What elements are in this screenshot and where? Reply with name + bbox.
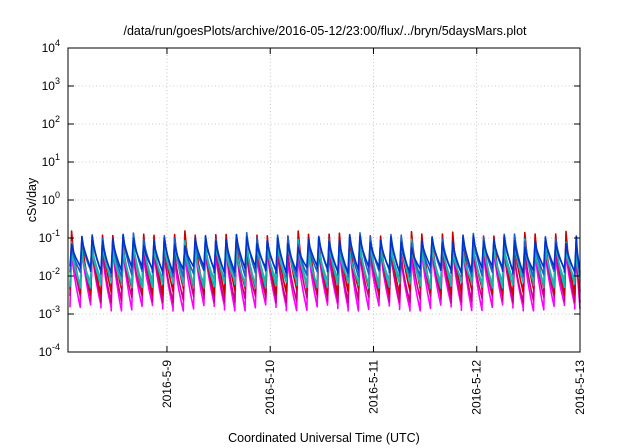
series-line: [69, 240, 581, 287]
y-tick-labels: 10-4 10-3 10-2 10-1 100 101 102 103 104: [39, 38, 60, 359]
y-tick-label: 10-1: [39, 228, 60, 245]
axis-ticks: [68, 47, 581, 353]
x-axis-label: Coordinated Universal Time (UTC): [228, 431, 420, 445]
y-tick-label: 102: [42, 114, 60, 131]
y-tick-label: 104: [42, 38, 60, 55]
x-tick-label: 2016-5-10: [263, 360, 277, 415]
y-axis-label: cSv/day: [25, 177, 39, 222]
x-tick-label: 2016-5-9: [160, 360, 174, 408]
y-tick-label: 10-4: [39, 342, 60, 359]
y-tick-label: 10-2: [39, 266, 60, 283]
series-layer: [69, 230, 581, 312]
y-tick-label: 100: [42, 190, 60, 207]
x-tick-label: 2016-5-12: [470, 360, 484, 415]
x-tick-labels: 2016-5-9 2016-5-10 2016-5-11 2016-5-12 2016-…: [160, 360, 587, 415]
grid-lines: [68, 48, 580, 352]
x-tick-label: 2016-5-13: [573, 360, 587, 415]
x-tick-label: 2016-5-11: [366, 360, 380, 414]
chart-title: /data/run/goesPlots/archive/2016-05-12/2…: [123, 24, 527, 38]
y-tick-label: 10-3: [39, 304, 60, 321]
series-line: [69, 240, 581, 304]
series-line: [69, 233, 581, 274]
y-tick-label: 103: [42, 76, 60, 93]
y-tick-label: 101: [42, 152, 60, 169]
